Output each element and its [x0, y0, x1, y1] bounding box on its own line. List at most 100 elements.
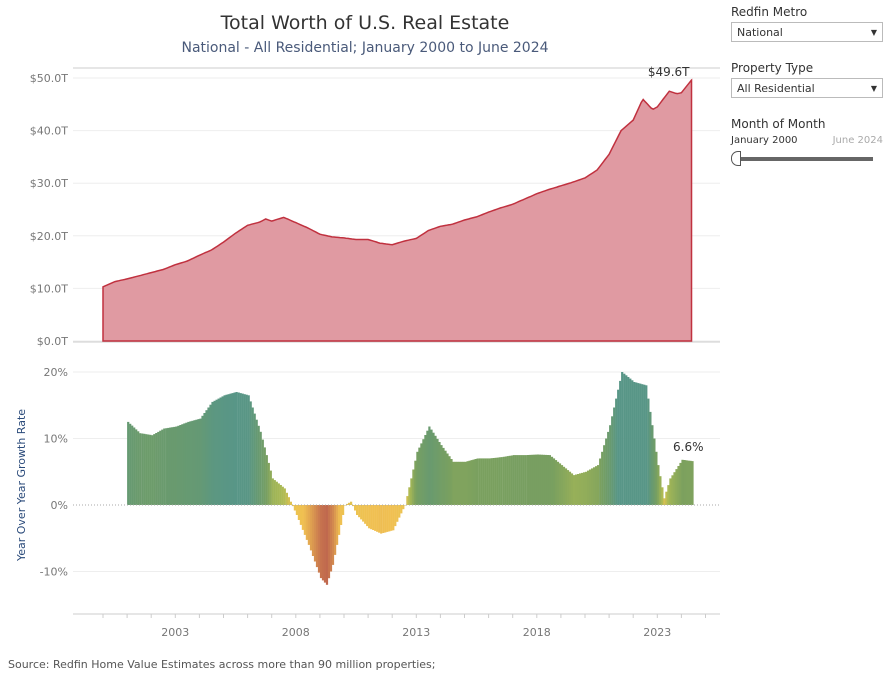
y-tick-label: $50.0T	[30, 72, 68, 85]
growth-bar	[301, 505, 304, 530]
month-filter-label: Month of Month	[731, 117, 826, 131]
metro-filter-label: Redfin Metro	[731, 5, 808, 19]
growth-bar	[510, 455, 513, 505]
growth-bar	[627, 377, 630, 505]
growth-bar	[583, 472, 586, 505]
growth-bar	[591, 468, 594, 505]
growth-bar	[518, 455, 521, 505]
growth-bar	[271, 478, 274, 505]
growth-bar	[149, 434, 152, 505]
growth-bar	[340, 505, 343, 525]
growth-bar	[430, 429, 433, 505]
growth-bar	[251, 407, 254, 505]
growth-bar	[175, 426, 178, 505]
source-note: Source: Redfin Home Value Estimates acro…	[8, 658, 436, 671]
growth-bar	[253, 413, 256, 505]
x-tick-label: 2013	[402, 626, 430, 639]
growth-bar	[191, 420, 194, 505]
property-type-dropdown[interactable]: All Residential ▼	[731, 78, 883, 98]
growth-bar	[311, 505, 315, 556]
growth-bar	[402, 505, 405, 510]
growth-bar	[159, 430, 162, 505]
growth-bar	[420, 443, 423, 505]
growth-bar	[428, 426, 431, 505]
growth-bar	[243, 394, 246, 505]
y-axis-title: Year Over Year Growth Rate	[15, 409, 28, 562]
growth-bar	[129, 423, 132, 505]
growth-bar	[183, 423, 186, 505]
growth-bar	[267, 462, 270, 505]
chevron-down-icon: ▼	[870, 83, 877, 93]
growth-bar	[295, 505, 298, 515]
growth-bar	[474, 459, 477, 505]
growth-bar	[319, 505, 323, 579]
growth-bar	[575, 474, 578, 505]
growth-bar	[155, 433, 158, 505]
chart-title: Total Worth of U.S. Real Estate	[220, 12, 510, 34]
growth-bar	[689, 460, 692, 505]
growth-bar	[416, 451, 419, 505]
growth-bar	[581, 472, 584, 505]
growth-bar	[593, 467, 596, 505]
growth-bar	[548, 455, 551, 505]
growth-bar	[143, 433, 146, 505]
growth-bar	[564, 468, 568, 505]
growth-bar	[579, 473, 582, 505]
growth-bar	[157, 431, 160, 505]
month-filter: Month of Month January 2000 June 2024	[731, 117, 883, 166]
growth-bar	[374, 505, 377, 531]
month-slider[interactable]	[731, 151, 873, 166]
growth-bar	[585, 471, 588, 505]
growth-bar	[653, 438, 656, 505]
growth-bar	[645, 385, 648, 505]
growth-bar	[558, 463, 562, 505]
growth-bar	[211, 401, 214, 505]
growth-bar	[396, 505, 399, 522]
growth-bar	[556, 461, 560, 505]
growth-bar	[506, 456, 509, 505]
growth-bar	[460, 461, 463, 505]
growth-bar	[414, 460, 417, 505]
metro-dropdown[interactable]: National ▼	[731, 22, 883, 42]
growth-bar	[597, 465, 600, 505]
growth-bar	[323, 505, 327, 583]
metro-value: National	[737, 25, 783, 39]
growth-bar	[500, 457, 503, 505]
growth-bar	[504, 456, 507, 505]
growth-bar	[291, 505, 294, 507]
growth-bar	[649, 411, 652, 505]
growth-bar	[247, 395, 250, 505]
growth-bar	[404, 505, 407, 506]
x-tick-label: 2018	[523, 626, 551, 639]
growth-bar	[135, 429, 138, 505]
growth-bar	[376, 505, 379, 532]
growth-bar	[279, 485, 282, 505]
growth-bar	[486, 458, 489, 505]
growth-bar	[657, 465, 660, 505]
growth-bar	[352, 505, 355, 507]
growth-bar	[470, 460, 473, 505]
growth-bar	[305, 505, 308, 540]
growth-bar	[378, 505, 381, 533]
growth-bar	[484, 458, 487, 505]
growth-bar	[362, 505, 365, 522]
growth-bar	[366, 505, 369, 527]
growth-bar	[617, 389, 620, 505]
growth-bar	[540, 454, 543, 505]
growth-bar	[398, 505, 401, 518]
growth-bar	[384, 505, 387, 533]
growth-bar	[153, 434, 156, 505]
growth-bar	[637, 383, 640, 505]
growth-bar	[494, 457, 497, 505]
slider-handle[interactable]	[731, 151, 741, 166]
growth-bar	[667, 485, 670, 505]
growth-bar	[344, 505, 347, 506]
growth-bar	[542, 454, 545, 505]
growth-bar	[249, 401, 252, 505]
growth-bar	[476, 458, 479, 505]
growth-bar	[334, 505, 337, 555]
growth-bar	[277, 483, 280, 505]
growth-bar	[348, 502, 351, 505]
growth-bar	[364, 505, 367, 524]
growth-bar	[665, 491, 668, 505]
